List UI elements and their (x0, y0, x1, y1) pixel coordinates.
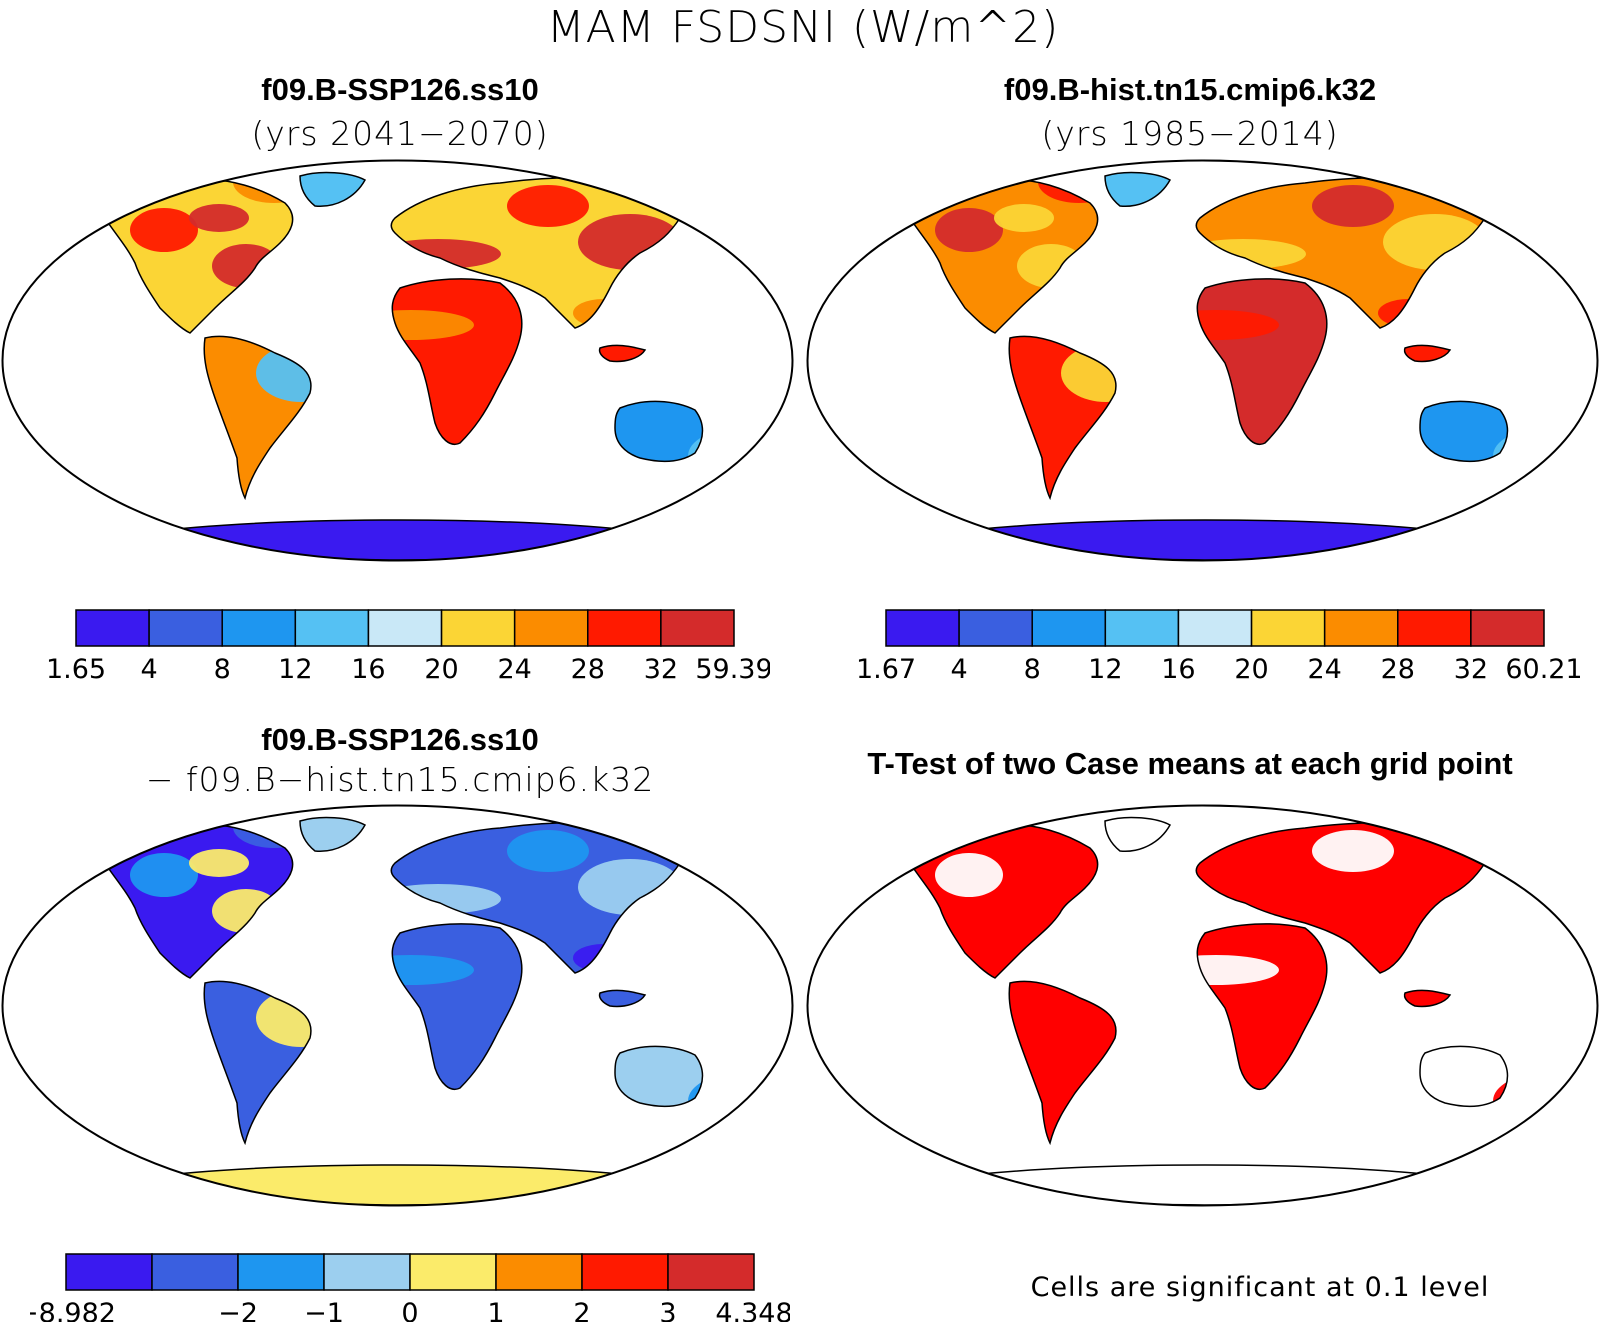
colorbar-swatch (581, 1253, 669, 1291)
colorbar-tick-label: 12 (278, 654, 312, 685)
colorbar-swatch (367, 609, 443, 647)
colorbar-swatch (148, 609, 223, 647)
panel3-colorbar: −8.982 −2 −1 0 1 2 3 4.348 (30, 1253, 790, 1322)
colorbar-swatch (75, 609, 150, 647)
colorbar-tick-label: 16 (1161, 654, 1195, 685)
colorbar-tick-label: 60.21 (1505, 654, 1580, 685)
colorbar-swatch (495, 1253, 583, 1291)
colorbar-swatch (440, 609, 516, 647)
colorbar-swatch (1323, 609, 1399, 647)
panel1-map (1, 159, 794, 562)
colorbar-swatch (151, 1253, 239, 1291)
colorbar-tick-label: 28 (1381, 654, 1415, 685)
colorbar-tick-label: 4 (951, 654, 968, 685)
map-border (806, 159, 1599, 562)
colorbar-swatch (885, 609, 960, 647)
significance-note: Cells are significant at 0.1 level (1030, 1272, 1490, 1303)
colorbar-tick-label: −1 (304, 1298, 344, 1322)
map-border (1, 159, 794, 562)
colorbar-swatch (667, 1253, 755, 1291)
colorbar-tick-label: 59.39 (695, 654, 770, 685)
colorbar-tick-label: 24 (497, 654, 531, 685)
colorbar-swatch (237, 1253, 325, 1291)
colorbar-tick-label: 20 (424, 654, 458, 685)
panel3-subtitle: − f09.B−hist.tn15.cmip6.k32 (145, 760, 655, 799)
panel2-colorbar: 1.67 4 8 12 16 20 24 28 32 60.21 (856, 609, 1580, 685)
panel2-title: f09.B-hist.tn15.cmip6.k32 (1003, 72, 1377, 107)
land-australia (615, 401, 703, 462)
colorbar-swatch (1250, 609, 1326, 647)
land-australia (615, 1046, 703, 1107)
colorbar-tick-label: 20 (1234, 654, 1268, 685)
colorbar-tick-label: −8.982 (30, 1298, 116, 1322)
colorbar-tick-label: 32 (1454, 654, 1488, 685)
colorbar-tick-label: 4.348 (715, 1298, 790, 1322)
colorbar-swatch (1031, 609, 1107, 647)
colorbar-swatch (1177, 609, 1253, 647)
colorbar-swatch (1470, 609, 1545, 647)
map-border (806, 804, 1599, 1207)
panel2-subtitle: (yrs 1985−2014) (1041, 114, 1339, 153)
land-australia (1420, 401, 1508, 462)
colorbar-tick-label: 28 (571, 654, 605, 685)
colorbar-swatch (513, 609, 589, 647)
colorbar-swatch (65, 1253, 153, 1291)
colorbar-tick-label: 3 (659, 1298, 676, 1322)
colorbar-tick-label: 12 (1088, 654, 1122, 685)
colorbar-tick-label: 4 (141, 654, 158, 685)
colorbar-tick-label: 32 (644, 654, 678, 685)
colorbar-swatch (323, 1253, 411, 1291)
colorbar-swatch (409, 1253, 497, 1291)
land-indonesia (599, 990, 645, 1007)
colorbar-tick-label: 16 (351, 654, 385, 685)
colorbar-tick-label: 8 (1024, 654, 1041, 685)
main-title: MAM FSDSNI (W/m^2) (546, 2, 1060, 53)
panel2-map (806, 159, 1599, 562)
colorbar-tick-label: 1.67 (856, 654, 916, 685)
panel1-title: f09.B-SSP126.ss10 (261, 72, 539, 107)
land-australia (1420, 1046, 1508, 1107)
land-indonesia (599, 345, 645, 362)
colorbar-tick-label: −2 (218, 1298, 258, 1322)
colorbar-tick-label: 24 (1307, 654, 1341, 685)
land-indonesia (1404, 345, 1450, 362)
map-border (1, 804, 794, 1207)
panel1-colorbar: 1.65 4 8 12 16 20 24 28 32 59.39 (46, 609, 770, 685)
colorbar-swatch (958, 609, 1033, 647)
colorbar-tick-label: 8 (214, 654, 231, 685)
panel4-map (806, 804, 1599, 1207)
colorbar-tick-label: 1 (487, 1298, 504, 1322)
colorbar-swatch (1397, 609, 1472, 647)
colorbar-tick-label: 2 (573, 1298, 590, 1322)
colorbar-tick-label: 1.65 (46, 654, 106, 685)
colorbar-swatch (660, 609, 735, 647)
panel4-title: T-Test of two Case means at each grid po… (867, 746, 1513, 781)
panel3-title: f09.B-SSP126.ss10 (261, 722, 539, 757)
colorbar-swatch (221, 609, 297, 647)
panel3-map (1, 804, 794, 1207)
colorbar-swatch (1104, 609, 1180, 647)
colorbar-swatch (587, 609, 662, 647)
panel1-subtitle: (yrs 2041−2070) (251, 114, 549, 153)
colorbar-swatch (294, 609, 370, 647)
colorbar-tick-label: 0 (401, 1298, 418, 1322)
land-indonesia (1404, 990, 1450, 1007)
